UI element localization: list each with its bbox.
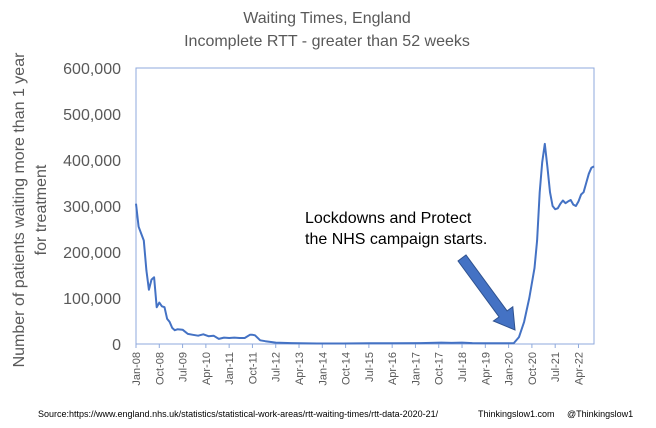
- y-axis-label-line-1: Number of patients waiting more than 1 y…: [11, 52, 28, 368]
- x-tick-label: Jul-21: [550, 352, 562, 382]
- chart-title-line-1: Waiting Times, England: [243, 10, 410, 27]
- annotation-arrow-icon: [457, 254, 516, 331]
- x-tick-label: Oct-14: [341, 352, 353, 385]
- y-axis-label: Number of patients waiting more than 1 y…: [11, 52, 50, 368]
- x-tick-label: Oct-20: [527, 352, 539, 385]
- x-tick-label: Apr-13: [294, 352, 306, 385]
- site-credit: Thinkingslow1.com: [478, 409, 555, 419]
- x-tick-label: Jul-09: [178, 352, 190, 382]
- y-axis-ticks: 0 100,000 200,000 300,000 400,000 500,000 600,…: [63, 61, 121, 354]
- y-tick-label: 500,000: [63, 107, 121, 124]
- x-tick-label: Apr-19: [480, 352, 492, 385]
- annotation-text-line-2: the NHS campaign starts.: [305, 231, 487, 248]
- x-axis-ticks: Jan-08 Oct-08 Jul-09 Apr-10 Jan-11 Oct-11 Jul-…: [131, 344, 585, 386]
- x-tick-label: Jul-15: [364, 352, 376, 382]
- y-tick-label: 100,000: [63, 291, 121, 308]
- annotation: Lockdowns and Protect the NHS campaign s…: [305, 210, 516, 331]
- y-tick-label: 300,000: [63, 199, 121, 216]
- chart-title: Waiting Times, England Incomplete RTT - …: [184, 10, 470, 50]
- chart-title-line-2: Incomplete RTT - greater than 52 weeks: [184, 33, 470, 50]
- x-tick-label: Oct-08: [154, 352, 166, 385]
- x-tick-label: Apr-16: [387, 352, 399, 385]
- series-line-incomplete-rtt: [135, 142, 595, 345]
- x-tick-label: Jan-11: [224, 352, 236, 385]
- source-footnote: Source:https://www.england.nhs.uk/statis…: [38, 409, 439, 419]
- x-tick-label: Jul-12: [271, 352, 283, 382]
- annotation-text-line-1: Lockdowns and Protect: [305, 210, 472, 227]
- y-tick-label: 600,000: [63, 61, 121, 78]
- x-tick-label: Jan-14: [317, 352, 329, 386]
- x-tick-label: Jan-08: [131, 352, 143, 386]
- plot-area: [135, 67, 595, 345]
- y-axis-label-line-2: for treatment: [33, 164, 50, 255]
- x-tick-label: Oct-11: [247, 352, 259, 384]
- y-tick-label: 0: [112, 337, 121, 354]
- handle-credit: @Thinkingslow1: [567, 409, 634, 419]
- x-tick-label: Jan-17: [410, 352, 422, 386]
- x-tick-label: Apr-22: [573, 352, 585, 385]
- y-tick-label: 200,000: [63, 245, 121, 262]
- x-tick-label: Apr-10: [201, 352, 213, 385]
- x-tick-label: Jul-18: [457, 352, 469, 382]
- x-tick-label: Jan-20: [504, 352, 516, 386]
- x-tick-label: Oct-17: [434, 352, 446, 385]
- y-tick-label: 400,000: [63, 153, 121, 170]
